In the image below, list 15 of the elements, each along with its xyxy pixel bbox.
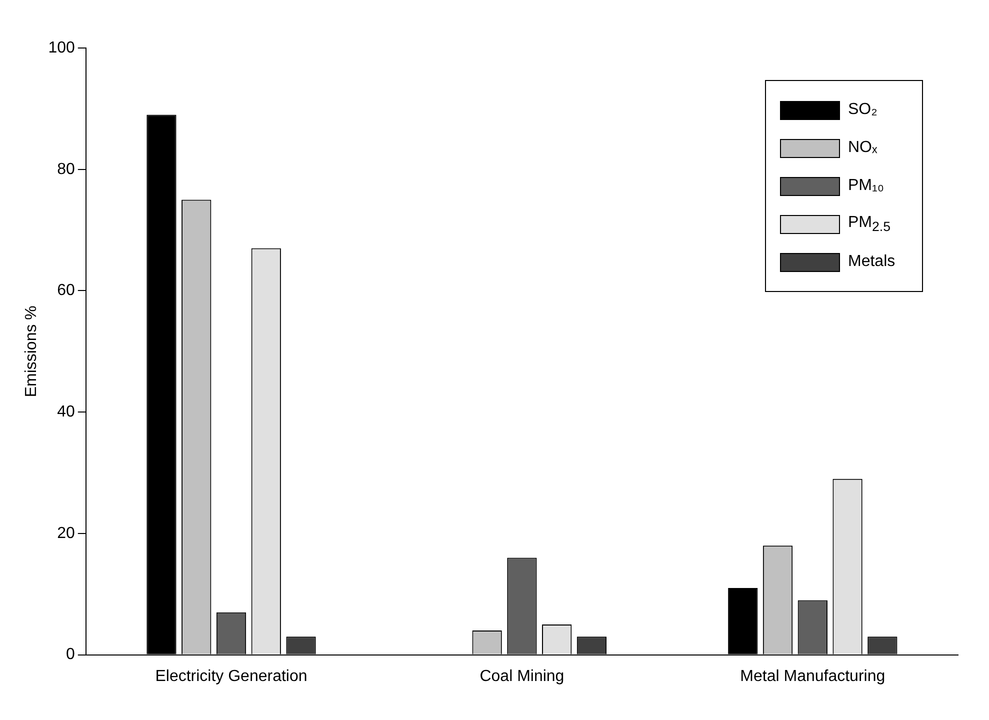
legend-label: SO₂ <box>848 101 878 119</box>
x-tick-label: Coal Mining <box>480 668 564 685</box>
y-tick-label: 40 <box>57 403 75 420</box>
legend-label: PM$_{2.5}$ <box>848 214 892 234</box>
y-tick-label: 0 <box>66 646 75 664</box>
y-tick-label: 100 <box>48 39 75 56</box>
y-tick-label: 60 <box>57 282 75 300</box>
legend-label: PM₁₀ <box>848 177 886 195</box>
x-tick-label: Electricity Generation <box>155 668 308 685</box>
y-tick-label: 20 <box>57 524 75 542</box>
x-tick-label: Metal Manufacturing <box>740 668 886 685</box>
y-tick-label: 80 <box>57 160 75 178</box>
legend-label: Metals <box>848 253 896 271</box>
y-axis-title: Emissions % <box>23 306 40 398</box>
legend-label: NOₓ <box>848 139 878 157</box>
